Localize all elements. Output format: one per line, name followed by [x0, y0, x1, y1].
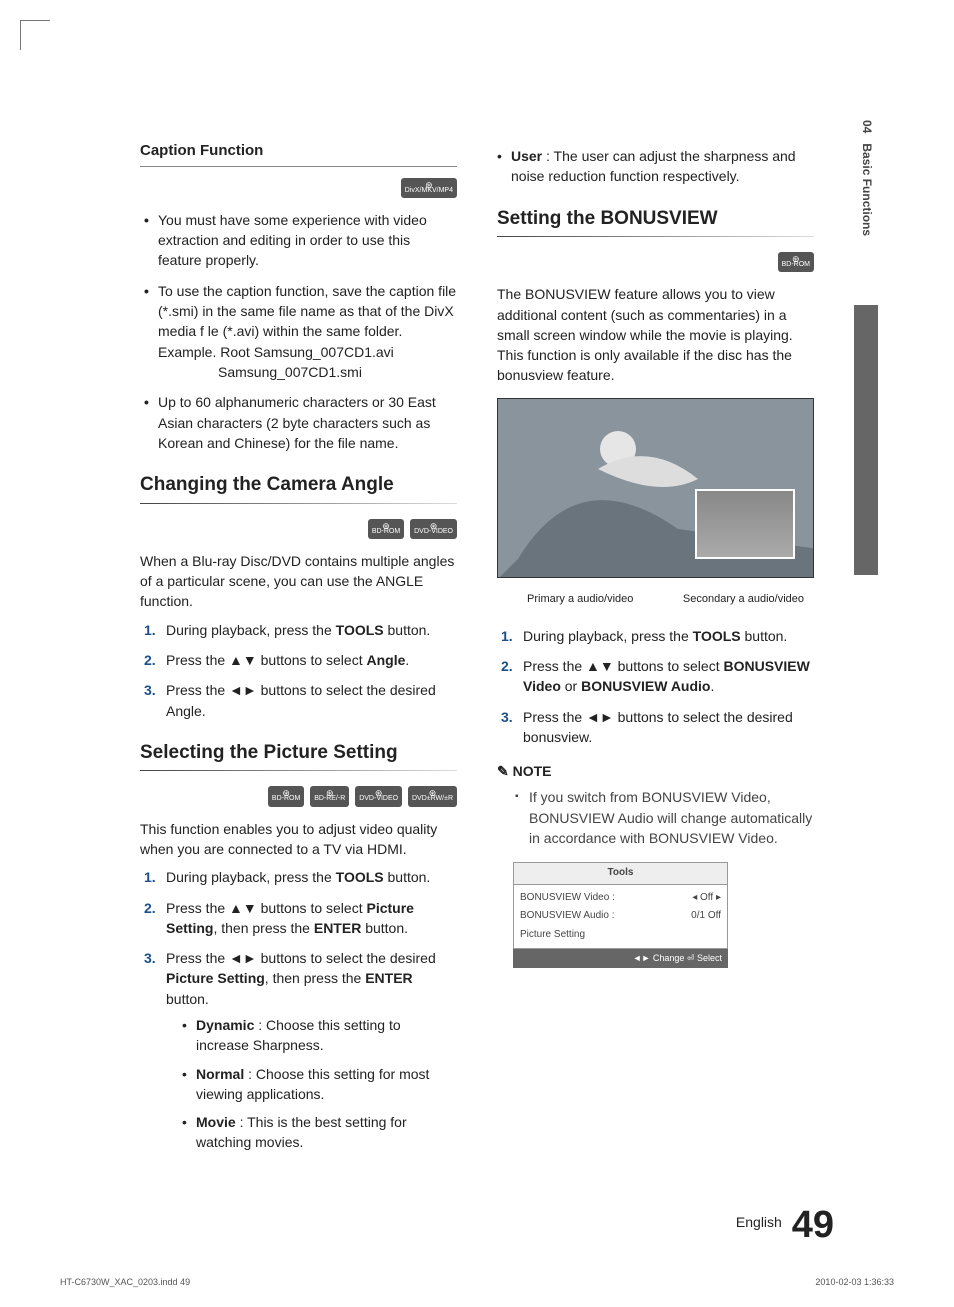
print-file: HT-C6730W_XAC_0203.indd 49 [60, 1277, 190, 1287]
disc-badge: BD-RE/-R [310, 786, 349, 806]
step-item: 3. Press the ◄► buttons to select the de… [144, 680, 457, 721]
crop-mark [20, 20, 50, 50]
chapter-title: Basic Functions [860, 143, 874, 236]
note-item: If you switch from BONUSVIEW Video, BONU… [515, 787, 814, 848]
content-columns: Caption Function DivX/MKV/MP4 You must h… [60, 100, 894, 1167]
chapter-number: 04 [860, 120, 874, 133]
disc-badge: DVD±RW/±R [408, 786, 457, 806]
disc-badge: DivX/MKV/MP4 [401, 178, 457, 198]
picture-intro: This function enables you to adjust vide… [140, 819, 457, 860]
right-column: User : The user can adjust the sharpness… [497, 140, 814, 1167]
disc-badge: DVD-VIDEO [410, 519, 457, 539]
bullet-item: You must have some experience with video… [144, 210, 457, 271]
tools-panel-footer: ◄► Change ⏎ Select [513, 949, 728, 968]
step-item: 1. During playback, press the TOOLS butt… [501, 626, 814, 646]
tools-panel-body: BONUSVIEW Video : ◂ Off ▸ BONUSVIEW Audi… [513, 884, 728, 950]
step-item: 2. Press the ▲▼ buttons to select Angle. [144, 650, 457, 670]
caption-bullets: You must have some experience with video… [140, 210, 457, 453]
figure-label-secondary: Secondary a audio/video [683, 592, 804, 608]
figure-pointer [558, 577, 559, 578]
mode-item: Movie : This is the best setting for wat… [182, 1112, 457, 1153]
manual-page: 04 Basic Functions Caption Function DivX… [0, 0, 954, 1307]
tools-row-label: Picture Setting [520, 928, 585, 943]
disc-badge: BD-ROM [368, 519, 404, 539]
tools-row-label: BONUSVIEW Audio : [520, 909, 614, 924]
note-list: If you switch from BONUSVIEW Video, BONU… [497, 787, 814, 848]
pip-window [695, 489, 795, 559]
heading-caption-function: Caption Function [140, 140, 457, 167]
disc-badge: BD-ROM [268, 786, 304, 806]
step-item: 1. During playback, press the TOOLS butt… [144, 620, 457, 640]
step-item: 3. Press the ◄► buttons to select the de… [501, 707, 814, 748]
tools-row-value: ◂ Off ▸ [692, 891, 721, 906]
print-slug: HT-C6730W_XAC_0203.indd 49 2010-02-03 1:… [60, 1277, 894, 1287]
bullet-item: Up to 60 alphanumeric characters or 30 E… [144, 392, 457, 453]
bonusview-steps: 1. During playback, press the TOOLS butt… [497, 626, 814, 747]
chapter-side-tab: 04 Basic Functions [860, 120, 874, 236]
step-item: 3. Press the ◄► buttons to select the de… [144, 948, 457, 1153]
step-item: 2. Press the ▲▼ buttons to select Pictur… [144, 898, 457, 939]
tools-osd-panel: Tools BONUSVIEW Video : ◂ Off ▸ BONUSVIE… [513, 862, 728, 968]
note-heading: NOTE [497, 761, 814, 781]
user-mode-continuation: User : The user can adjust the sharpness… [497, 146, 814, 187]
example-line: Example. Root Samsung_007CD1.avi [158, 344, 394, 360]
heading-camera-angle: Changing the Camera Angle [140, 471, 457, 510]
footer-page-number: 49 [792, 1204, 834, 1246]
print-timestamp: 2010-02-03 1:36:33 [815, 1277, 894, 1287]
example-line: Samsung_007CD1.smi [158, 362, 457, 382]
left-column: Caption Function DivX/MKV/MP4 You must h… [140, 140, 457, 1167]
camera-steps: 1. During playback, press the TOOLS butt… [140, 620, 457, 721]
badge-row: BD-ROM DVD-VIDEO [140, 518, 457, 539]
thumb-index-block [854, 305, 878, 575]
badge-row: BD-ROM [497, 251, 814, 272]
tools-row: BONUSVIEW Video : ◂ Off ▸ [520, 889, 721, 908]
heading-picture-setting: Selecting the Picture Setting [140, 739, 457, 778]
mode-item: Dynamic : Choose this setting to increas… [182, 1015, 457, 1056]
bullet-item: To use the caption function, save the ca… [144, 281, 457, 382]
disc-badge: DVD-VIDEO [355, 786, 402, 806]
picture-steps: 1. During playback, press the TOOLS butt… [140, 867, 457, 1153]
step-item: 2. Press the ▲▼ buttons to select BONUSV… [501, 656, 814, 697]
tools-row: Picture Setting [520, 926, 721, 945]
tools-panel-title: Tools [513, 862, 728, 884]
figure-pointer [742, 577, 743, 578]
bonusview-intro: The BONUSVIEW feature allows you to view… [497, 284, 814, 385]
tools-row: BONUSVIEW Audio : 0/1 Off [520, 907, 721, 926]
heading-bonusview: Setting the BONUSVIEW [497, 205, 814, 244]
camera-intro: When a Blu-ray Disc/DVD contains multipl… [140, 551, 457, 612]
picture-modes: Dynamic : Choose this setting to increas… [166, 1015, 457, 1153]
bonusview-figure [497, 398, 814, 578]
tools-row-value: 0/1 Off [691, 909, 721, 924]
badge-row: BD-ROM BD-RE/-R DVD-VIDEO DVD±RW/±R [140, 785, 457, 806]
page-footer: English 49 [736, 1204, 834, 1247]
step-item: 1. During playback, press the TOOLS butt… [144, 867, 457, 887]
mode-item: Normal : Choose this setting for most vi… [182, 1064, 457, 1105]
badge-row: DivX/MKV/MP4 [140, 177, 457, 198]
figure-labels: Primary a audio/video Secondary a audio/… [497, 592, 814, 608]
disc-badge: BD-ROM [778, 252, 814, 272]
mode-item: User : The user can adjust the sharpness… [497, 146, 814, 187]
figure-label-primary: Primary a audio/video [527, 592, 633, 608]
tools-row-label: BONUSVIEW Video : [520, 891, 615, 906]
footer-language: English [736, 1214, 782, 1230]
